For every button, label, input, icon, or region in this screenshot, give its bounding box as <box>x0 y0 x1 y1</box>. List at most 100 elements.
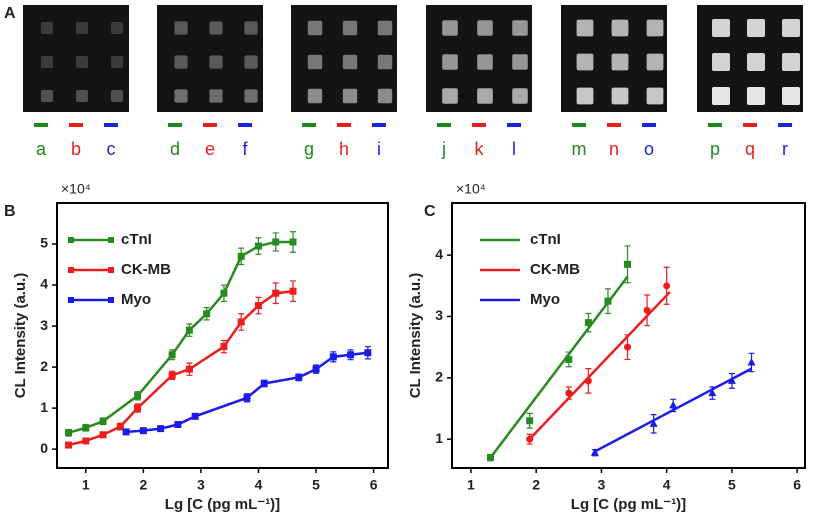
spot <box>477 88 493 104</box>
underline <box>238 123 252 127</box>
underline <box>778 123 792 127</box>
sample-letter: c <box>107 139 116 159</box>
sample-letter: n <box>609 139 619 159</box>
marker <box>312 365 320 373</box>
y-scale-label: ×10⁴ <box>456 181 486 197</box>
panel-label: C <box>424 203 436 220</box>
spot <box>174 89 188 103</box>
sample-letter: p <box>710 139 720 159</box>
underline <box>372 123 386 127</box>
spot <box>76 56 88 68</box>
marker <box>254 242 262 250</box>
marker <box>526 435 534 443</box>
underline <box>203 123 217 127</box>
spot <box>244 55 258 69</box>
marker <box>708 388 717 397</box>
sample-letter: k <box>475 139 485 159</box>
x-axis-label: Lg [C (pg mL⁻¹)] <box>165 496 280 513</box>
y-tick-label: 4 <box>435 246 443 262</box>
spot <box>646 53 664 71</box>
marker <box>347 351 355 359</box>
x-tick-label: 4 <box>663 477 671 493</box>
marker <box>168 371 176 379</box>
marker <box>486 454 494 462</box>
marker <box>99 417 107 425</box>
spot <box>307 88 323 104</box>
underline <box>302 123 316 127</box>
spot <box>442 54 458 70</box>
legend-label: Myo <box>121 291 151 308</box>
x-tick-label: 2 <box>532 477 540 493</box>
spot <box>442 20 458 36</box>
underline <box>572 123 586 127</box>
x-tick-label: 1 <box>467 477 475 493</box>
underline <box>104 123 118 127</box>
legend-label: cTnI <box>121 231 152 248</box>
marker <box>174 421 182 429</box>
spot <box>611 53 629 71</box>
marker <box>237 318 245 326</box>
underline <box>337 123 351 127</box>
marker <box>82 437 90 445</box>
spot <box>477 20 493 36</box>
underline <box>507 123 521 127</box>
spot <box>342 20 358 36</box>
spot <box>41 22 53 34</box>
y-tick-label: 3 <box>40 317 48 333</box>
sample-letter: r <box>782 139 788 159</box>
spot <box>76 90 88 102</box>
y-tick-label: 1 <box>40 399 48 415</box>
legend-marker <box>108 237 114 243</box>
sample-letter: o <box>644 139 654 159</box>
marker <box>203 310 211 318</box>
legend-marker <box>108 297 114 303</box>
marker <box>237 252 245 260</box>
underline <box>743 123 757 127</box>
sample-letter: e <box>205 139 215 159</box>
spot <box>747 87 765 105</box>
marker <box>289 287 297 295</box>
marker <box>747 357 756 366</box>
spot <box>712 19 730 37</box>
y-tick-label: 2 <box>435 369 443 385</box>
spot <box>611 87 629 105</box>
marker <box>65 429 73 437</box>
marker <box>157 425 165 433</box>
marker <box>624 343 632 351</box>
marker <box>99 431 107 439</box>
x-tick-label: 3 <box>598 477 606 493</box>
legend-marker <box>108 267 114 273</box>
x-tick-label: 5 <box>728 477 736 493</box>
marker <box>289 238 297 246</box>
x-tick-label: 6 <box>793 477 801 493</box>
marker <box>260 379 268 387</box>
sample-letter: m <box>572 139 587 159</box>
y-axis-label: CL Intensity (a.u.) <box>12 273 29 399</box>
spot <box>576 87 594 105</box>
spot <box>244 21 258 35</box>
marker <box>139 427 147 435</box>
y-tick-label: 5 <box>40 235 48 251</box>
marker <box>82 424 90 432</box>
legend-label: cTnI <box>530 231 561 248</box>
plot-frame <box>451 202 806 469</box>
spot <box>576 19 594 37</box>
plot-frame <box>56 202 389 469</box>
spot <box>442 88 458 104</box>
spot <box>209 21 223 35</box>
marker <box>649 419 658 427</box>
spot <box>174 55 188 69</box>
spot <box>512 20 528 36</box>
spot <box>41 56 53 68</box>
legend-marker <box>68 297 74 303</box>
panel-label: A <box>4 5 16 22</box>
marker <box>122 428 130 436</box>
y-tick-label: 2 <box>40 358 48 374</box>
marker <box>254 302 262 310</box>
x-tick-label: 2 <box>139 477 147 493</box>
underline <box>642 123 656 127</box>
spot <box>342 54 358 70</box>
marker <box>584 377 592 385</box>
spot <box>41 90 53 102</box>
